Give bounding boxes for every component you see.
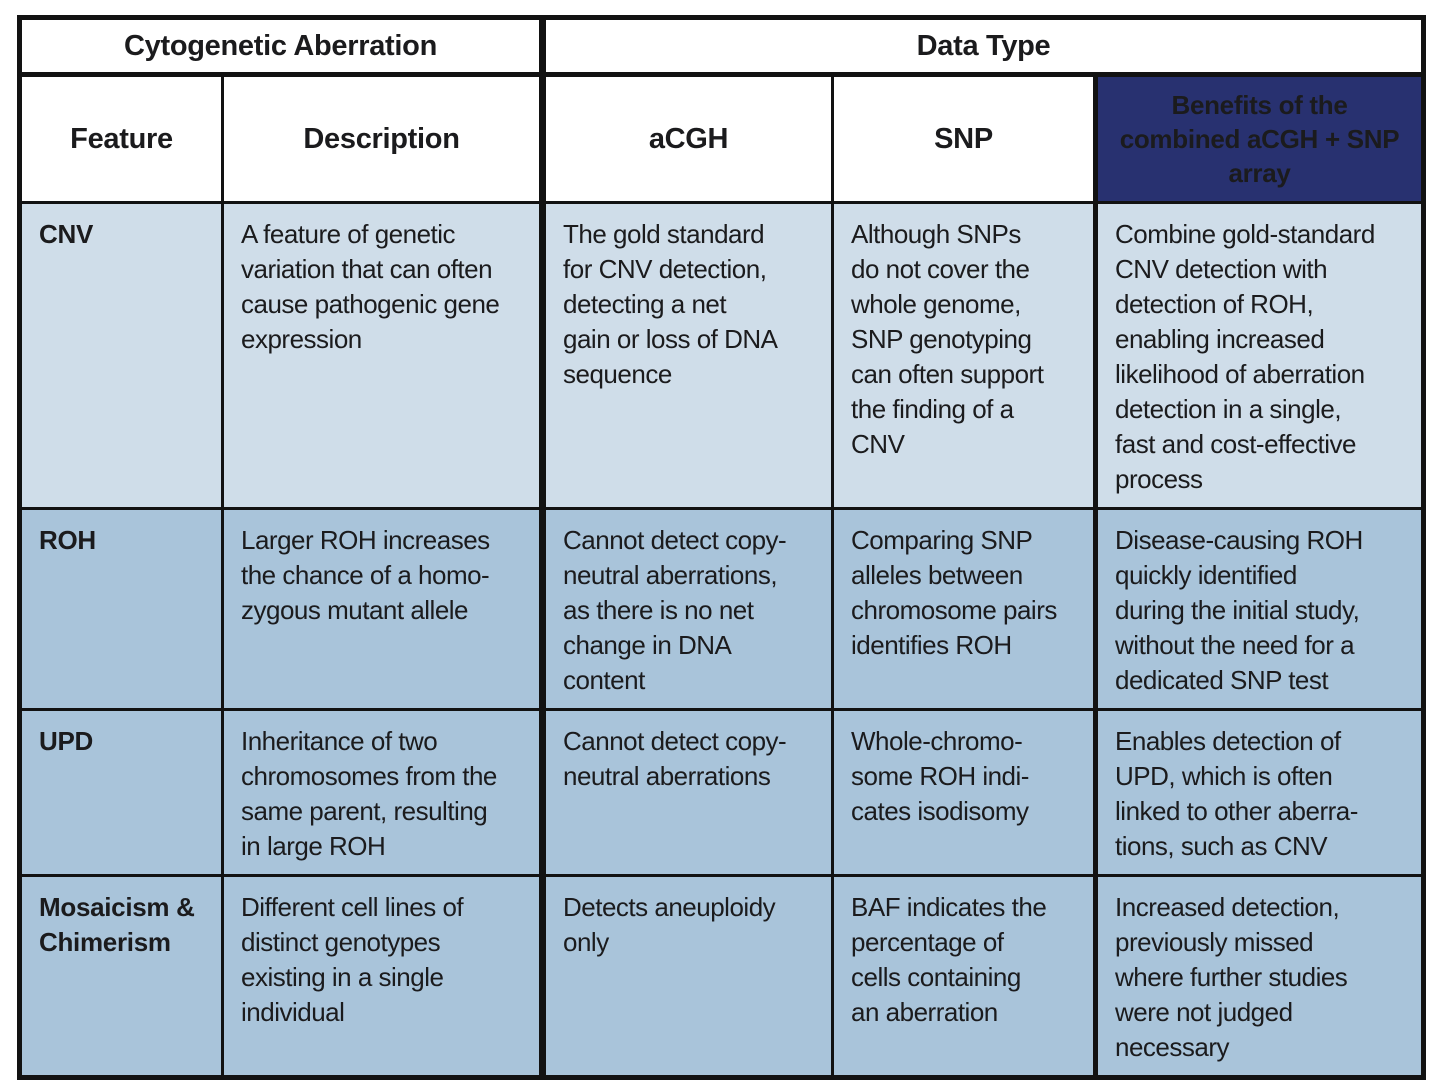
cell-upd-snp: Whole-chromo- some ROH indi- cates isodi… xyxy=(831,708,1098,877)
column-header-snp: SNP xyxy=(831,73,1098,204)
column-header-acgh: aCGH xyxy=(539,73,835,204)
cell-roh-acgh: Cannot detect copy- neutral aberrations,… xyxy=(539,507,835,711)
cell-upd-benefits: Enables detection of UPD, which is often… xyxy=(1093,708,1426,877)
table-row-roh: ROH Larger ROH increases the chance of a… xyxy=(18,507,1426,711)
cell-cnv-acgh: The gold standard for CNV detection, det… xyxy=(539,201,835,510)
cell-cnv-snp: Although SNPs do not cover the whole gen… xyxy=(831,201,1098,510)
column-header-feature: Feature xyxy=(18,73,224,204)
cell-roh-feature: ROH xyxy=(18,507,224,711)
table-row-cnv: CNV A feature of genetic variation that … xyxy=(18,201,1426,510)
header-columns-row: Feature Description aCGH SNP Benefits of… xyxy=(18,73,1426,204)
cell-upd-acgh: Cannot detect copy- neutral aberrations xyxy=(539,708,835,877)
cell-cnv-description: A feature of genetic variation that can … xyxy=(220,201,545,510)
header-cytogenetic-aberration: Cytogenetic Aberration xyxy=(17,16,545,77)
cell-cnv-benefits: Combine gold-standard CNV detection with… xyxy=(1093,201,1426,510)
cell-upd-description: Inheritance of two chromosomes from the … xyxy=(220,708,545,877)
column-header-benefits-combined-array: Benefits of the combined aCGH + SNP arra… xyxy=(1093,73,1426,204)
cell-roh-benefits: Disease-causing ROH quickly identified d… xyxy=(1093,507,1426,711)
cytogenetic-comparison-table-figure: Cytogenetic Aberration Data Type Feature… xyxy=(17,15,1427,1080)
table-row-upd: UPD Inheritance of two chromosomes from … xyxy=(18,708,1426,877)
cell-mosaicism-feature: Mosaicism & Chimerism xyxy=(18,874,224,1079)
cell-mosaicism-acgh: Detects aneuploidy only xyxy=(539,874,835,1079)
cell-cnv-feature: CNV xyxy=(18,201,224,510)
column-header-description: Description xyxy=(220,73,545,204)
header-data-type: Data Type xyxy=(539,16,1426,77)
header-group-row: Cytogenetic Aberration Data Type xyxy=(17,16,1426,77)
cell-mosaicism-snp: BAF indicates the percentage of cells co… xyxy=(831,874,1098,1079)
cell-roh-snp: Comparing SNP alleles between chromosome… xyxy=(831,507,1098,711)
comparison-table: Cytogenetic Aberration Data Type Feature… xyxy=(17,15,1427,1080)
cell-roh-description: Larger ROH increases the chance of a hom… xyxy=(220,507,545,711)
cell-upd-feature: UPD xyxy=(18,708,224,877)
table-row-mosaicism-chimerism: Mosaicism & Chimerism Different cell lin… xyxy=(18,874,1426,1079)
cell-mosaicism-description: Different cell lines of distinct genotyp… xyxy=(220,874,545,1079)
cell-mosaicism-benefits: Increased detection, previously missed w… xyxy=(1093,874,1426,1079)
